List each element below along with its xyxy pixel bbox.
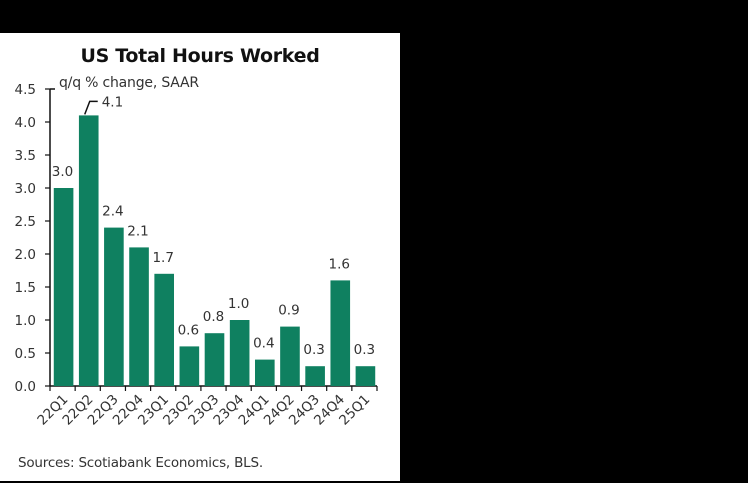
value-label: 1.6 <box>329 256 350 272</box>
y-tick-label: 2.0 <box>15 247 36 263</box>
value-label: 0.8 <box>203 309 224 325</box>
leader-line <box>84 100 98 115</box>
value-label: 2.1 <box>127 223 148 239</box>
chart-panel: US Total Hours Worked q/q % change, SAAR… <box>0 33 400 481</box>
y-tick-label: 4.5 <box>15 82 36 98</box>
bar-23Q2 <box>179 346 200 386</box>
y-axis-unit-label: q/q % change, SAAR <box>59 75 199 91</box>
value-label: 4.1 <box>102 94 123 110</box>
source-note: Sources: Scotiabank Economics, BLS. <box>18 455 263 471</box>
value-label: 2.4 <box>102 204 123 220</box>
value-label: 0.9 <box>278 303 299 319</box>
y-tick-label: 2.5 <box>15 214 36 230</box>
value-label: 3.0 <box>52 164 73 180</box>
bar-22Q1 <box>53 188 74 386</box>
y-tick-label: 4.0 <box>15 115 36 131</box>
bar-24Q2 <box>280 326 300 386</box>
bar-25Q1 <box>355 366 376 386</box>
bar-23Q3 <box>204 333 225 386</box>
value-label: 0.3 <box>303 342 324 358</box>
y-tick-label: 1.0 <box>15 313 36 329</box>
bar-22Q3 <box>104 227 124 386</box>
y-tick-label: 1.5 <box>15 280 36 296</box>
chart-title: US Total Hours Worked <box>80 45 320 67</box>
bar-22Q2 <box>78 115 99 387</box>
bar-23Q1 <box>154 273 175 386</box>
y-tick-label: 0.0 <box>15 379 36 395</box>
value-label: 0.4 <box>253 336 274 352</box>
bar-22Q4 <box>129 247 149 386</box>
value-label: 1.0 <box>228 296 249 312</box>
y-tick-label: 3.0 <box>15 181 36 197</box>
value-label: 0.3 <box>354 342 375 358</box>
value-label: 1.7 <box>152 250 173 266</box>
bar-24Q4 <box>330 280 351 386</box>
value-label: 0.6 <box>178 322 199 338</box>
bar-24Q1 <box>254 359 275 386</box>
bar-24Q3 <box>305 366 325 386</box>
y-tick-label: 0.5 <box>15 346 36 362</box>
bar-23Q4 <box>229 320 250 386</box>
bar-chart: 0.00.51.01.52.02.53.03.54.04.53.022Q14.1… <box>15 82 378 429</box>
y-tick-label: 3.5 <box>15 148 36 164</box>
